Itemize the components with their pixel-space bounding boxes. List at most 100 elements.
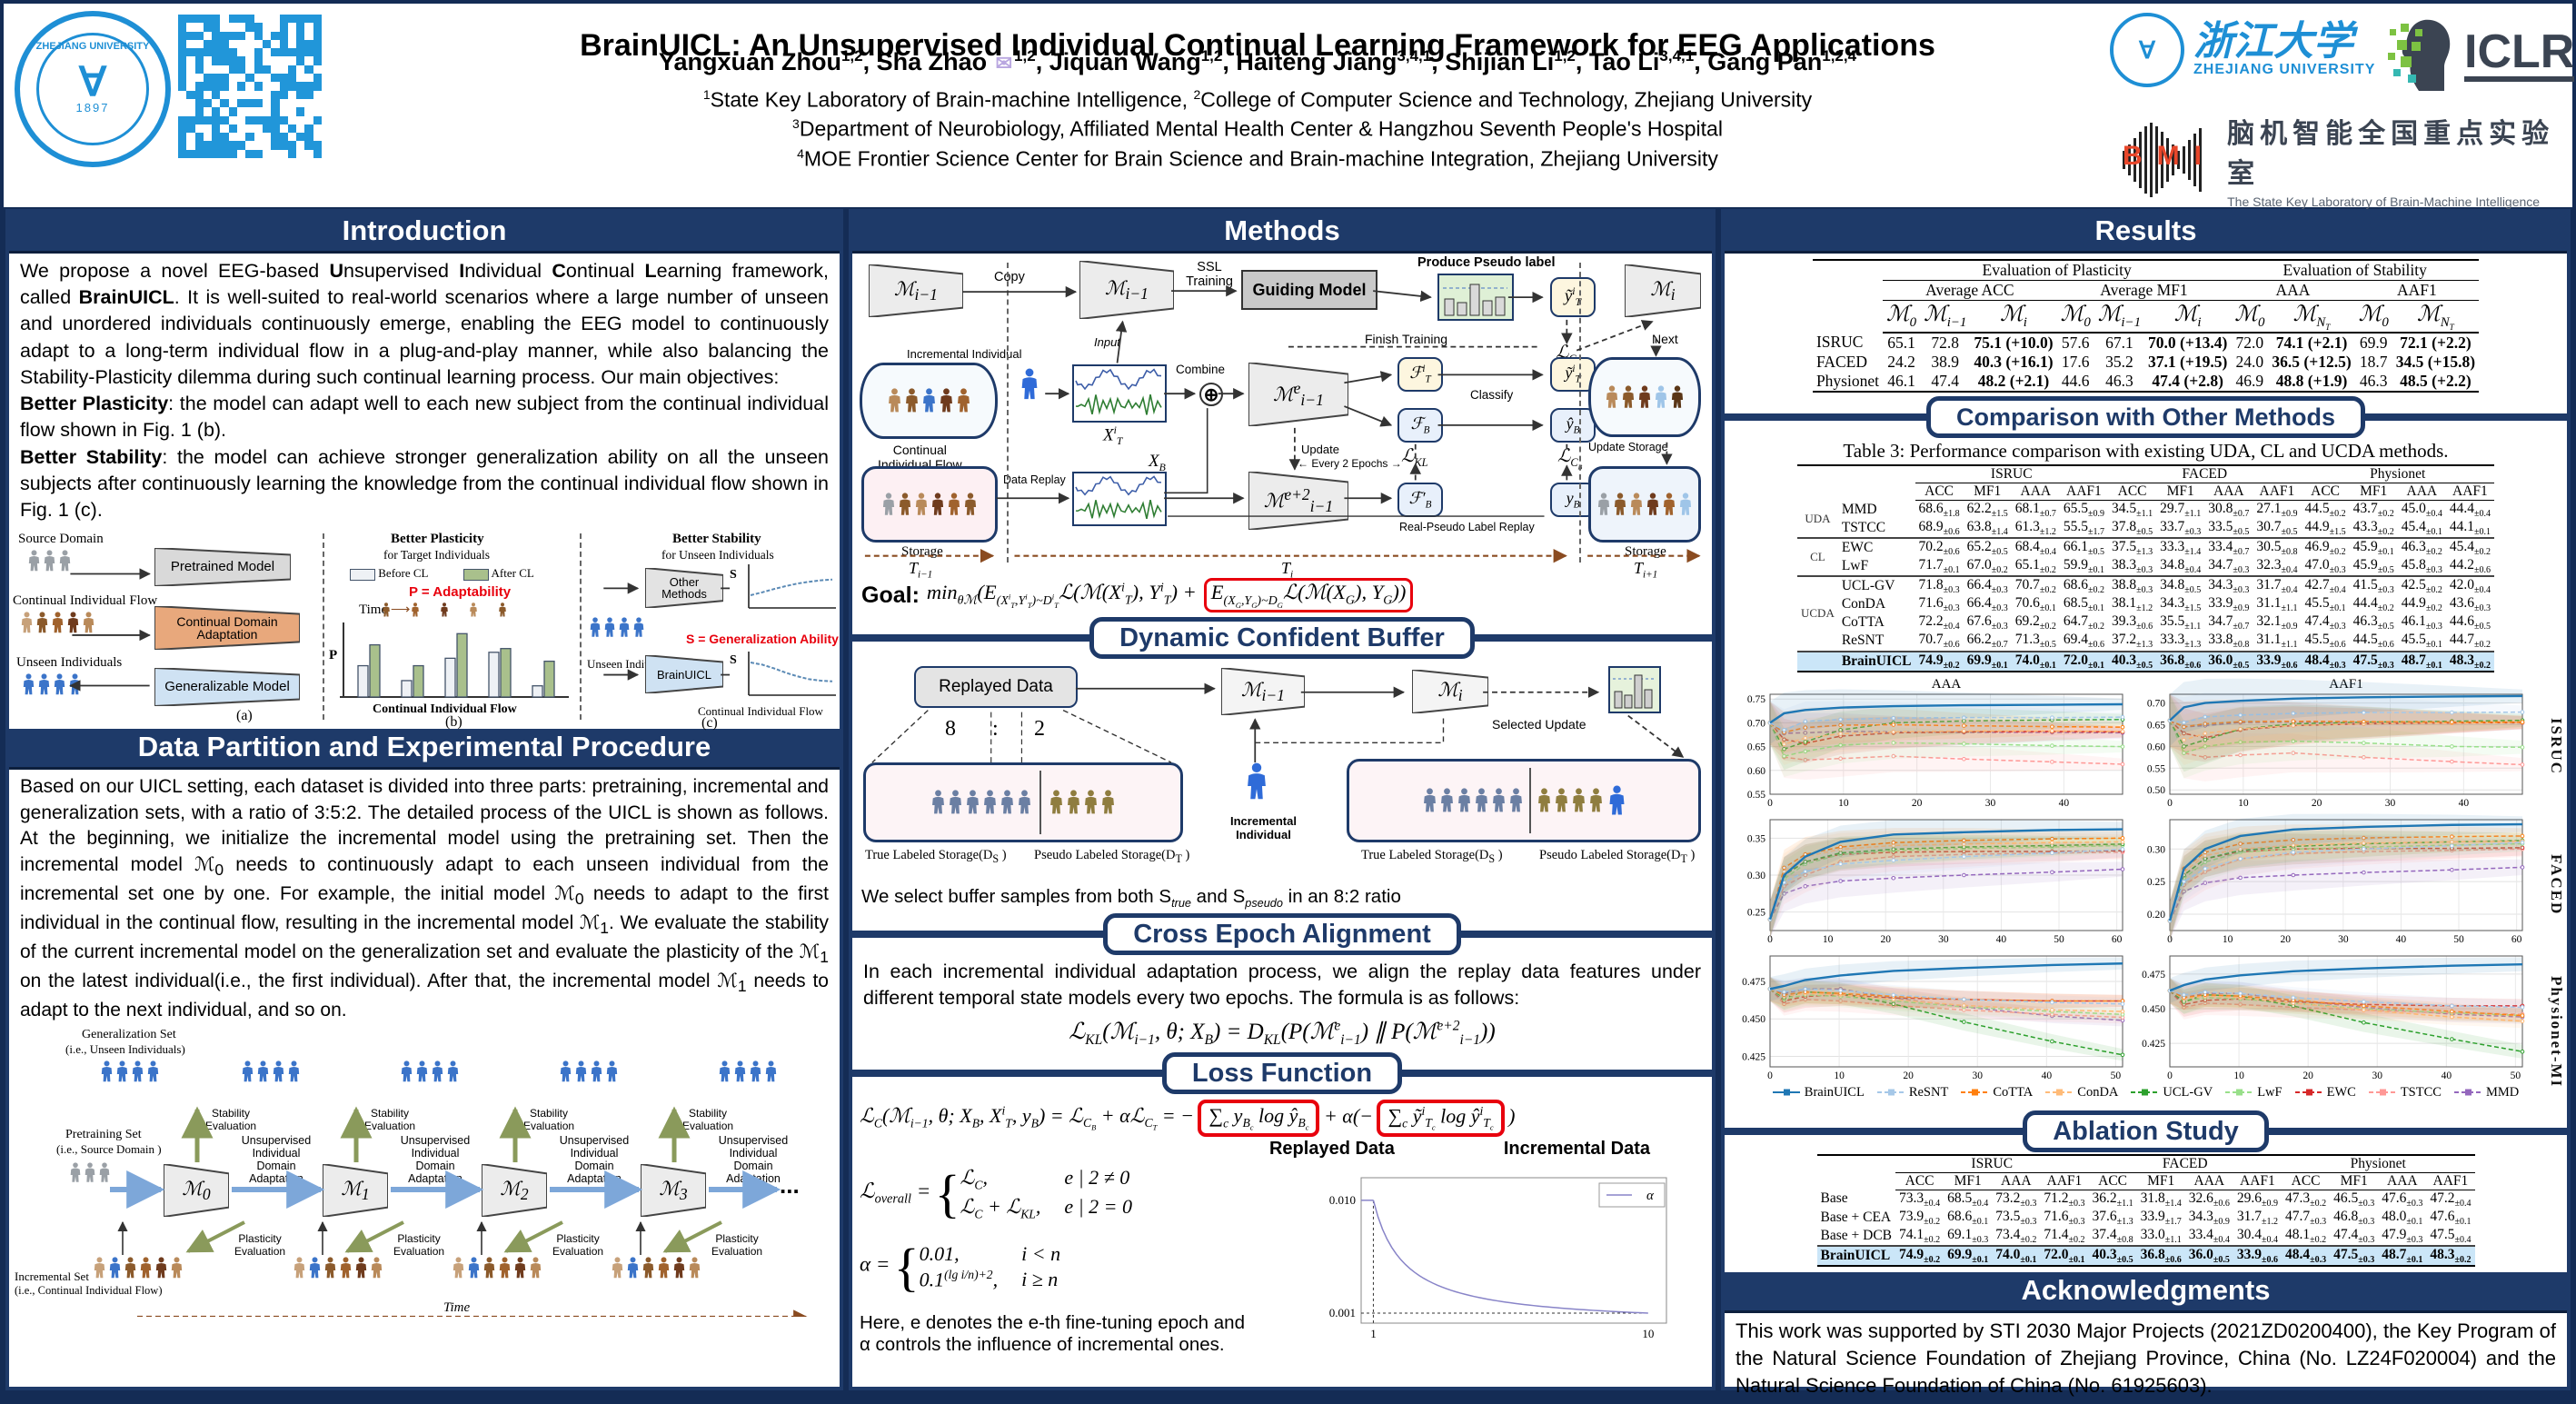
line-chart: 0.425 0.450 0.475 0 10 20 30 40 50 — [1742, 955, 2125, 1081]
person-icon — [589, 617, 602, 637]
person-icon — [66, 612, 80, 633]
eeg-signal-icon — [1075, 475, 1162, 520]
person-icon — [498, 1257, 512, 1279]
person-icon — [1629, 493, 1644, 516]
svg-text:0.70: 0.70 — [2147, 698, 2165, 709]
svg-text:0.30: 0.30 — [1747, 871, 1765, 881]
person-icon — [1605, 385, 1619, 409]
svg-text:10: 10 — [2223, 934, 2233, 945]
legend-item: TSTCC — [2368, 1085, 2442, 1100]
person-icon — [1654, 385, 1668, 409]
person-icon — [930, 790, 946, 814]
person-icon — [1422, 788, 1437, 812]
trapezoid-shape — [1221, 668, 1305, 715]
svg-text:20: 20 — [1912, 798, 1923, 809]
plasticity-table: Evaluation of Plasticity Evaluation of St… — [1812, 259, 2480, 393]
dcb-ratio-text: We select buffer samples from both Strue… — [861, 886, 1401, 911]
svg-text:30: 30 — [2385, 798, 2396, 809]
zju-cn-wordmark: 浙江大学 — [2193, 19, 2353, 64]
person-icon — [415, 1060, 429, 1082]
trapezoid-shape — [645, 655, 723, 694]
ablation-table-el: ISRUC FACED Physionet ACC MF1 AAA AAF1 ACC MF1 AA… — [1816, 1153, 2475, 1267]
person-icon — [1537, 788, 1552, 812]
trapezoid-shape — [482, 1164, 547, 1218]
table-row: ReSNT 70.7±0.6 66.2±0.7 71.3±0.5 69.4±0.6 37.… — [1841, 632, 2491, 651]
person-icon — [1491, 788, 1507, 812]
trapezoid-shape — [154, 668, 300, 707]
legend-marker-icon — [1876, 1089, 1905, 1096]
svg-text:0.475: 0.475 — [1742, 977, 1765, 988]
person-icon — [82, 612, 95, 633]
trapezoid-shape — [154, 548, 291, 587]
person-icon — [1066, 790, 1081, 814]
person-icon — [452, 1257, 465, 1279]
svg-text:0.75: 0.75 — [1747, 694, 1765, 705]
author-name: Gang Pan1,2,4 — [1707, 47, 1857, 75]
iclr-wordmark: ICLR — [2464, 27, 2575, 83]
person-icon — [642, 1257, 655, 1279]
plasticity-stability-table: Evaluation of Plasticity Evaluation of St… — [1726, 259, 2565, 393]
person-icon — [618, 617, 631, 637]
person-icon — [115, 1060, 129, 1082]
person-icon — [58, 550, 72, 572]
person-icon — [1245, 762, 1268, 801]
svg-text:0.60: 0.60 — [1747, 765, 1765, 776]
line-chart: 0.20 0.25 0.30 0 10 20 30 40 50 60 — [2147, 813, 2525, 945]
svg-text:30: 30 — [2338, 934, 2349, 945]
svg-text:0.55: 0.55 — [2147, 763, 2165, 774]
legend-item: EWC — [2294, 1085, 2356, 1100]
person-icon — [51, 612, 65, 633]
person-icon — [948, 790, 963, 814]
poster-title: BrainUICL: An Unsupervised Individual Co… — [580, 27, 1935, 63]
legend-marker-icon — [2131, 1089, 2159, 1096]
legend-item: BrainUICL — [1772, 1085, 1865, 1100]
person-icon — [1100, 790, 1116, 814]
person-icon — [256, 1060, 270, 1082]
table3-caption: Table 3: Performance comparison with exi… — [1843, 439, 2449, 462]
author-name: Haiteng Jiang3,4,1, — [1236, 47, 1446, 75]
svg-text:α: α — [1646, 1189, 1655, 1203]
svg-text:0.35: 0.35 — [1747, 833, 1765, 844]
selected-update-histogram-icon — [1608, 666, 1661, 713]
person-icon — [881, 493, 896, 516]
person-icon — [53, 673, 66, 695]
section-header-loss: Loss Function — [852, 1051, 1712, 1094]
person-icon — [1019, 368, 1039, 400]
comparison-table-el: ISRUC FACED Physionet ACC MF1 AAA AAF1 ACC MF1 AA… — [1797, 463, 2494, 672]
svg-text:40: 40 — [2396, 934, 2407, 945]
affiliation-line: 3Department of Neurobiology, Affiliated … — [792, 116, 1723, 141]
table-row: Physionet 46.1 47.4 48.2 (+2.1) 44.6 46.3 47.4… — [1815, 371, 2472, 390]
svg-text:40: 40 — [2059, 798, 2070, 809]
person-icon — [513, 1257, 527, 1279]
person-icon — [35, 612, 49, 633]
svg-text:0.425: 0.425 — [1742, 1051, 1765, 1062]
svg-text:40: 40 — [2042, 1070, 2053, 1081]
person-icon — [672, 1257, 686, 1279]
bmi-mark-icon: BMI — [2110, 121, 2214, 199]
table-row: LwF 71.7±0.1 67.0±0.2 65.1±0.2 59.9±0.1 38.3±… — [1841, 557, 2491, 576]
person-icon — [590, 1060, 603, 1082]
person-icon — [84, 1162, 96, 1182]
svg-text:0: 0 — [1767, 934, 1773, 945]
svg-text:0.60: 0.60 — [2147, 742, 2165, 752]
ablation-table: ISRUC FACED Physionet ACC MF1 AAA AAF1 ACC MF1 AA… — [1725, 1153, 2567, 1267]
bmi-lab-logo: BMI 脑机智能全国重点实验室 The State Key Laboratory… — [2110, 111, 2572, 209]
svg-text:0: 0 — [2167, 1070, 2173, 1081]
person-icon — [657, 1257, 671, 1279]
svg-text:0.25: 0.25 — [2147, 877, 2165, 888]
person-icon — [982, 790, 998, 814]
svg-text:0.475: 0.475 — [2142, 969, 2165, 980]
section-header-comparison: Comparison with Other Methods — [1725, 395, 2567, 438]
person-icon — [603, 617, 616, 637]
table-row: ConDA 71.6±0.3 66.4±0.3 70.6±0.1 68.5±0.1 38.… — [1841, 595, 2491, 614]
svg-text:0.20: 0.20 — [2147, 910, 2165, 921]
experimental-procedure-figure: Generalization Set (i.e., Unseen Individ… — [15, 1028, 808, 1318]
person-icon — [898, 493, 912, 516]
svg-text:40: 40 — [1996, 934, 2007, 945]
zju-logo: ∀ 浙江大学 ZHEJIANG UNIVERSITY — [2110, 13, 2375, 87]
overall-loss-formula: ℒoverall = {ℒC, e | 2 ≠ 0 ℒC + ℒKL, e | 2 =… — [860, 1164, 1133, 1223]
person-icon — [921, 388, 937, 413]
table-row: Base + DCB 74.1±0.2 69.1±0.3 73.4±0.2 71.4±0… — [1820, 1226, 2472, 1245]
column-methods: Methods ℳi−1 Copy ℳi−1 SSL Training Guid… — [849, 209, 1716, 1390]
line-chart: 0.25 0.30 0.35 0 10 20 30 40 50 60 — [1747, 819, 2125, 945]
